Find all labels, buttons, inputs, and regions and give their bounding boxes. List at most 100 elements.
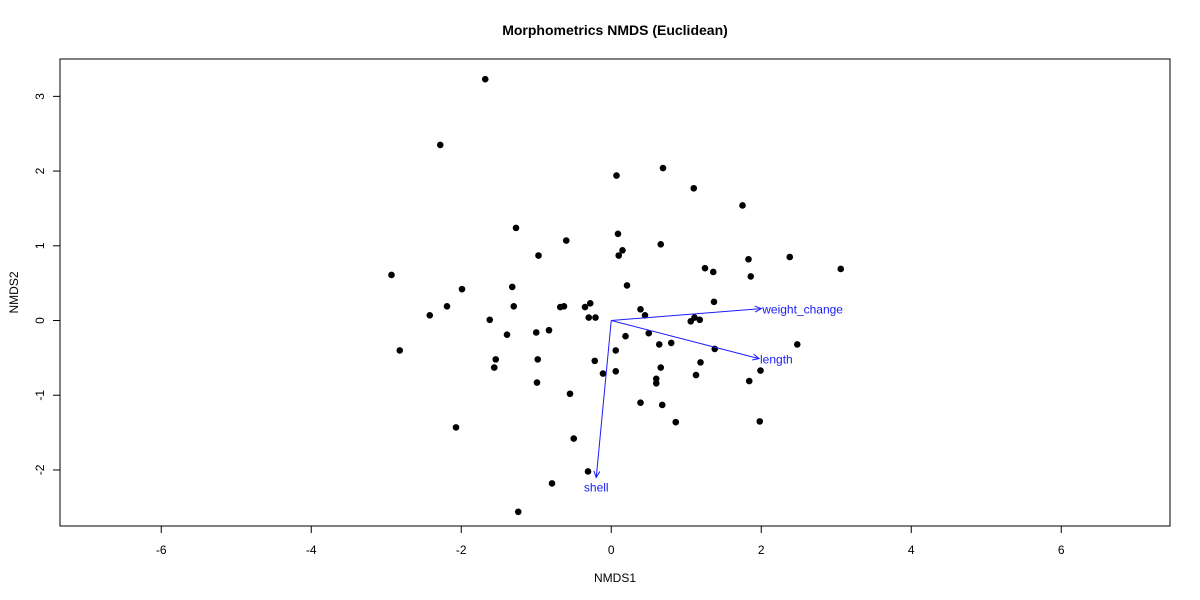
data-point	[532, 329, 540, 336]
y-axis-label: NMDS2	[7, 271, 21, 313]
chart-title: Morphometrics NMDS (Euclidean)	[502, 22, 728, 38]
x-tick-label: 0	[608, 543, 615, 557]
x-tick-label: -6	[156, 543, 167, 557]
data-point	[692, 371, 700, 379]
data-point	[534, 356, 542, 363]
data-point	[615, 252, 623, 259]
data-point	[533, 379, 541, 386]
y-tick-label: 1	[33, 242, 47, 249]
x-tick-label: 4	[908, 543, 915, 557]
data-point	[655, 341, 663, 348]
data-point	[458, 285, 466, 293]
data-point	[612, 368, 620, 375]
vector-arrow	[611, 320, 760, 360]
data-point	[612, 347, 620, 354]
data-point	[514, 508, 522, 516]
data-point	[396, 347, 404, 354]
data-point	[584, 468, 592, 475]
y-tick-label: 2	[33, 167, 47, 174]
y-tick-label: 3	[33, 93, 47, 100]
data-point	[492, 356, 500, 363]
vector-arrowhead	[754, 305, 763, 313]
data-point	[672, 418, 680, 426]
data-point	[503, 331, 511, 339]
data-point	[837, 265, 845, 273]
data-point	[614, 230, 622, 238]
data-point	[581, 303, 589, 311]
data-point	[452, 424, 460, 431]
data-point	[481, 75, 489, 83]
data-point	[710, 298, 718, 306]
data-point	[756, 418, 764, 425]
data-point	[613, 172, 620, 179]
data-point	[691, 314, 698, 321]
data-point	[570, 435, 578, 442]
data-point	[652, 379, 660, 387]
vector-label: weight_change	[761, 303, 843, 317]
data-point	[657, 364, 665, 371]
data-point	[623, 282, 631, 289]
data-point	[510, 303, 518, 310]
x-axis: -6 -4 -2 0 2 4 6	[156, 525, 1065, 557]
data-point	[739, 202, 746, 209]
y-tick-label: -2	[33, 464, 47, 475]
scatter-points	[388, 75, 845, 516]
data-point	[585, 314, 593, 321]
y-axis: -2 -1 0 1 2 3	[33, 93, 61, 475]
data-point	[560, 303, 568, 310]
data-point	[757, 367, 764, 374]
data-point	[701, 264, 709, 272]
data-point	[548, 480, 556, 487]
data-point	[586, 300, 594, 307]
data-point	[622, 332, 629, 340]
data-point	[659, 164, 667, 172]
x-tick-label: -2	[456, 543, 467, 557]
data-point	[658, 401, 666, 409]
data-point	[637, 399, 644, 407]
data-point	[745, 377, 753, 385]
x-tick-label: 6	[1058, 543, 1065, 557]
data-point	[747, 273, 755, 280]
data-point	[566, 390, 574, 398]
data-point	[591, 357, 599, 365]
data-point	[443, 303, 451, 310]
x-tick-label: -4	[306, 543, 317, 557]
x-axis-label: NMDS1	[594, 571, 636, 585]
data-point	[535, 252, 542, 259]
data-point	[667, 339, 675, 347]
data-point	[709, 268, 717, 276]
data-point	[690, 184, 698, 192]
data-point	[512, 224, 520, 232]
data-point	[641, 311, 649, 319]
y-tick-label: -1	[33, 390, 47, 401]
vector-arrow	[595, 320, 612, 478]
data-point	[793, 341, 801, 348]
data-point	[562, 237, 570, 244]
data-point	[786, 253, 794, 261]
vector-arrow	[611, 308, 762, 322]
data-point	[545, 326, 553, 334]
data-point	[696, 316, 704, 324]
plot-frame	[59, 58, 1171, 527]
y-tick-label: 0	[33, 317, 47, 324]
data-point	[592, 314, 599, 321]
data-point	[508, 283, 516, 291]
data-point	[490, 364, 498, 371]
data-point	[637, 306, 644, 313]
data-point	[619, 246, 626, 254]
data-point	[426, 311, 434, 319]
data-point	[599, 370, 607, 377]
data-point	[645, 329, 653, 337]
x-tick-label: 2	[758, 543, 765, 557]
vector-arrowhead	[752, 353, 761, 361]
vector-label: length	[760, 353, 793, 367]
data-point	[697, 359, 704, 366]
data-point	[745, 255, 752, 263]
data-point	[436, 141, 444, 149]
data-point	[657, 241, 665, 248]
vector-label: shell	[584, 480, 609, 494]
vector-arrowhead	[593, 470, 601, 479]
data-point	[388, 271, 395, 279]
